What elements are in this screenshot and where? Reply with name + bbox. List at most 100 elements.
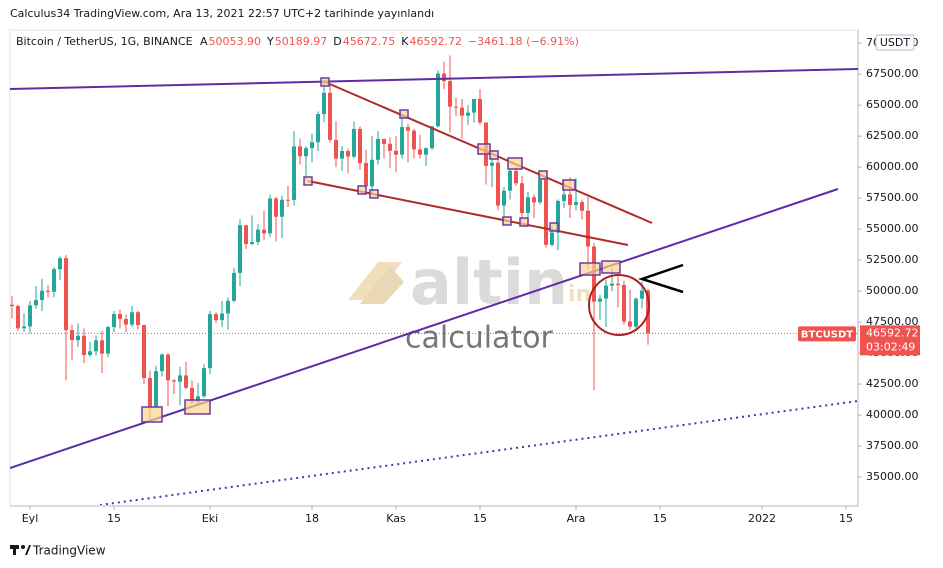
candle-body xyxy=(358,128,362,164)
candle-body xyxy=(70,330,74,341)
x-tick-label: Kas xyxy=(386,512,406,525)
y-tick-label: 55000.00 xyxy=(866,222,919,235)
candle-body xyxy=(154,371,158,407)
candle-body xyxy=(538,180,542,203)
legend-key: D xyxy=(333,35,341,48)
candle-body xyxy=(328,92,332,140)
candle-body xyxy=(316,114,320,143)
legend: Bitcoin / TetherUS, 1G, BINANCE A 50053.9… xyxy=(16,35,579,48)
brand: TradingView xyxy=(10,544,106,558)
y-tick-label: 62500.00 xyxy=(866,129,919,142)
y-tick-label: 52500.00 xyxy=(866,253,919,266)
time-axis: Eyl 15 Eki 18 Kas 15 Ara 15 2022 15 xyxy=(22,506,853,525)
price-tag-value: 46592.72 xyxy=(866,326,919,339)
x-tick-label: 15 xyxy=(107,512,121,525)
candle-body xyxy=(442,73,446,82)
candle-body xyxy=(610,283,614,286)
candle-body xyxy=(166,354,170,381)
x-tick-label: Eyl xyxy=(22,512,39,525)
candle-body xyxy=(550,232,554,245)
drawings: altin in calculator xyxy=(10,68,858,505)
candle-body xyxy=(64,258,68,331)
candle-body xyxy=(118,314,122,320)
candle-body xyxy=(244,225,248,245)
candle-body xyxy=(544,180,548,245)
legend-value: 46592.72 xyxy=(409,35,462,48)
candle-body xyxy=(388,143,392,151)
y-tick-label: 42500.00 xyxy=(866,377,919,390)
candle-body xyxy=(310,142,314,149)
candle-body xyxy=(58,258,62,270)
highlight-circle xyxy=(588,274,650,336)
candle-body xyxy=(340,151,344,159)
x-tick-label: 18 xyxy=(305,512,319,525)
candle-body xyxy=(580,202,584,211)
candle-body xyxy=(496,162,500,206)
candle-body xyxy=(40,290,44,301)
candle-body xyxy=(250,242,254,245)
legend-value: 50189.97 xyxy=(275,35,328,48)
candle-body xyxy=(490,162,494,166)
legend-key: K xyxy=(401,35,409,48)
candle-body xyxy=(106,327,110,354)
candle-body xyxy=(88,351,92,355)
candle-body xyxy=(406,127,410,131)
candle-body xyxy=(262,229,266,234)
candle-body xyxy=(418,149,422,155)
y-tick-label: 57500.00 xyxy=(866,191,919,204)
candle-body xyxy=(352,128,356,157)
legend-value: 45672.75 xyxy=(343,35,396,48)
candle-body xyxy=(304,148,308,157)
y-tick-label: 37500.00 xyxy=(866,439,919,452)
candle-body xyxy=(424,148,428,155)
candle-body xyxy=(124,319,128,325)
candle-body xyxy=(586,210,590,247)
candle-body xyxy=(28,305,32,327)
candle-body xyxy=(556,200,560,233)
candle-body xyxy=(604,285,608,299)
candle-body xyxy=(436,73,440,127)
candle-body xyxy=(274,198,278,217)
candle-body xyxy=(370,159,374,187)
candle-body xyxy=(148,378,152,407)
y-tick-label: 50000.00 xyxy=(866,284,919,297)
candle-body xyxy=(460,107,464,116)
candle-body xyxy=(34,300,38,306)
candle-body xyxy=(514,170,518,184)
candle-body xyxy=(46,290,50,292)
symbol-tag-text: BTCUSDT xyxy=(801,329,853,340)
price-tag-countdown: 03:02:49 xyxy=(866,340,915,353)
candle-body xyxy=(376,138,380,160)
candle-body xyxy=(478,98,482,123)
candle-body xyxy=(202,368,206,397)
candle-body xyxy=(112,314,116,328)
watermark-text: calculator xyxy=(405,321,554,356)
candle-body xyxy=(448,81,452,107)
candle-body xyxy=(256,229,260,243)
candle-body xyxy=(298,146,302,157)
watermark-text: in xyxy=(568,282,591,307)
candle-body xyxy=(190,387,194,403)
candle-body xyxy=(322,92,326,115)
x-tick-label: Ara xyxy=(567,512,586,525)
price-axis: 35000.0037500.0040000.0042500.0045000.00… xyxy=(858,36,919,483)
watermark-text: altin xyxy=(410,246,568,319)
candle-body xyxy=(526,197,530,214)
price-tag-box xyxy=(860,325,920,356)
markers xyxy=(141,77,621,423)
trend-line xyxy=(10,68,858,90)
y-tick-label: 47500.00 xyxy=(866,315,919,328)
candle-body xyxy=(400,127,404,155)
candle-body xyxy=(208,314,212,369)
candle-body xyxy=(226,300,230,314)
candle-body xyxy=(382,138,386,144)
x-tick-label: 15 xyxy=(473,512,487,525)
candle-body xyxy=(598,298,602,302)
candle-body xyxy=(172,380,176,382)
candle-body xyxy=(16,306,20,329)
candle-body xyxy=(94,340,98,352)
symbol-tag xyxy=(798,326,856,342)
candle-body xyxy=(346,151,350,157)
